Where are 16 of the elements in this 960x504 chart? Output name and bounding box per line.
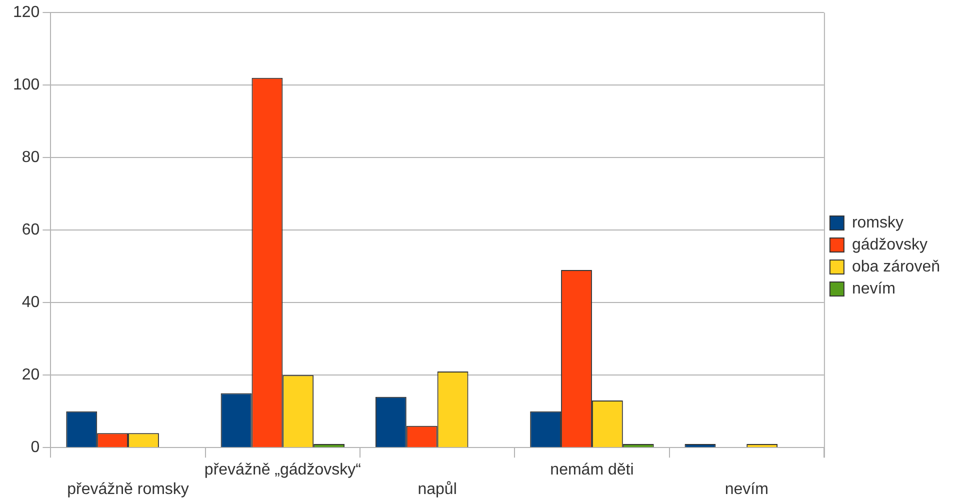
x-tick-label: převážně romsky — [67, 480, 189, 498]
legend-label: nevím — [852, 280, 896, 298]
legend-label: gádžovsky — [852, 236, 928, 254]
y-tick-label: 0 — [30, 439, 40, 456]
x-tick-label: napůl — [418, 480, 457, 498]
legend-label: oba zároveň — [852, 258, 940, 276]
y-tick-label: 40 — [22, 294, 40, 312]
y-tick-label: 20 — [22, 366, 40, 384]
y-tick-label: 120 — [12, 4, 40, 22]
y-tick-label: 60 — [22, 222, 40, 239]
x-tick-label: převážně „gádžovsky“ — [204, 462, 361, 479]
legend-label: romsky — [852, 214, 904, 232]
x-tick-label: nevím — [724, 480, 768, 498]
x-tick-label: nemám děti — [550, 462, 634, 479]
y-tick-label: 80 — [22, 149, 40, 166]
y-tick-label: 100 — [12, 76, 40, 94]
